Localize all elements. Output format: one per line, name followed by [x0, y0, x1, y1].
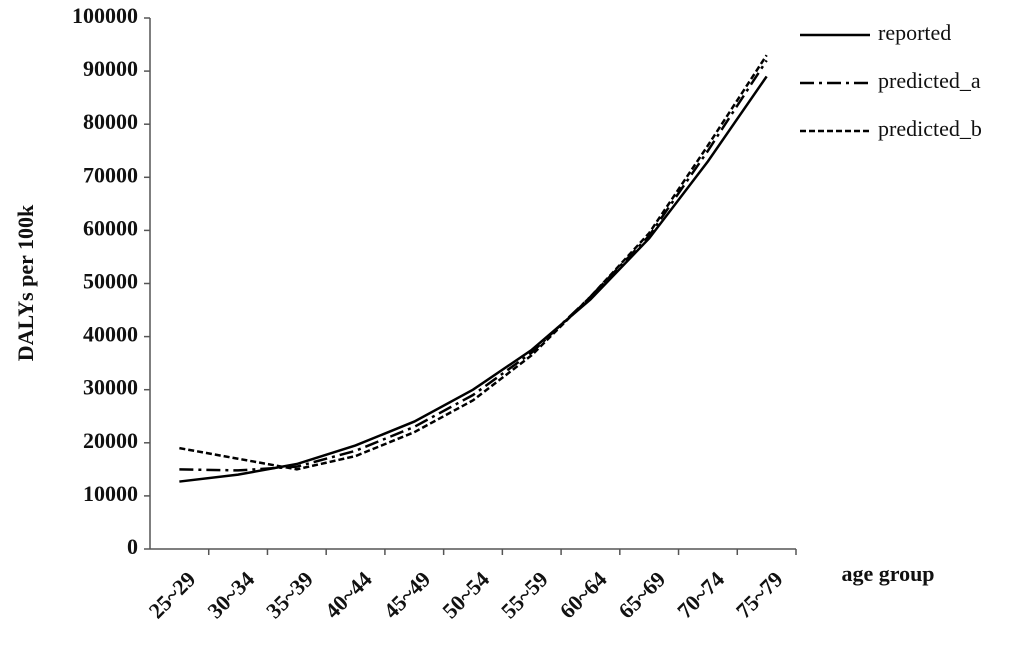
legend-label: predicted_a [878, 68, 981, 93]
y-tick-label: 100000 [72, 3, 138, 28]
x-tick-label: 55~59 [496, 566, 553, 623]
legend-label: reported [878, 20, 951, 45]
y-tick-label: 10000 [83, 481, 138, 506]
legend-label: predicted_b [878, 116, 982, 141]
y-tick-label: 70000 [83, 162, 138, 187]
x-tick-label: 25~29 [144, 566, 201, 623]
y-tick-label: 50000 [83, 269, 138, 294]
series-line [179, 59, 768, 472]
x-tick-label: 45~49 [378, 566, 435, 623]
series-line [179, 75, 768, 483]
x-tick-label: 60~64 [555, 566, 612, 623]
x-tick-label: 75~79 [731, 566, 788, 623]
series-line [179, 54, 768, 471]
y-tick-label: 40000 [83, 322, 138, 347]
y-tick-label: 0 [127, 534, 138, 559]
y-tick-label: 90000 [83, 56, 138, 81]
x-axis-label: age group [841, 561, 934, 586]
x-tick-label: 70~74 [672, 566, 729, 623]
y-tick-label: 20000 [83, 428, 138, 453]
y-axis-label: DALYs per 100k [13, 204, 38, 361]
x-tick-label: 35~39 [261, 566, 318, 623]
x-tick-label: 30~34 [202, 566, 259, 623]
y-tick-label: 80000 [83, 109, 138, 134]
y-tick-label: 60000 [83, 215, 138, 240]
x-tick-label: 65~69 [613, 566, 670, 623]
x-tick-label: 50~54 [437, 566, 494, 623]
x-tick-label: 40~44 [320, 566, 377, 623]
y-tick-label: 30000 [83, 375, 138, 400]
